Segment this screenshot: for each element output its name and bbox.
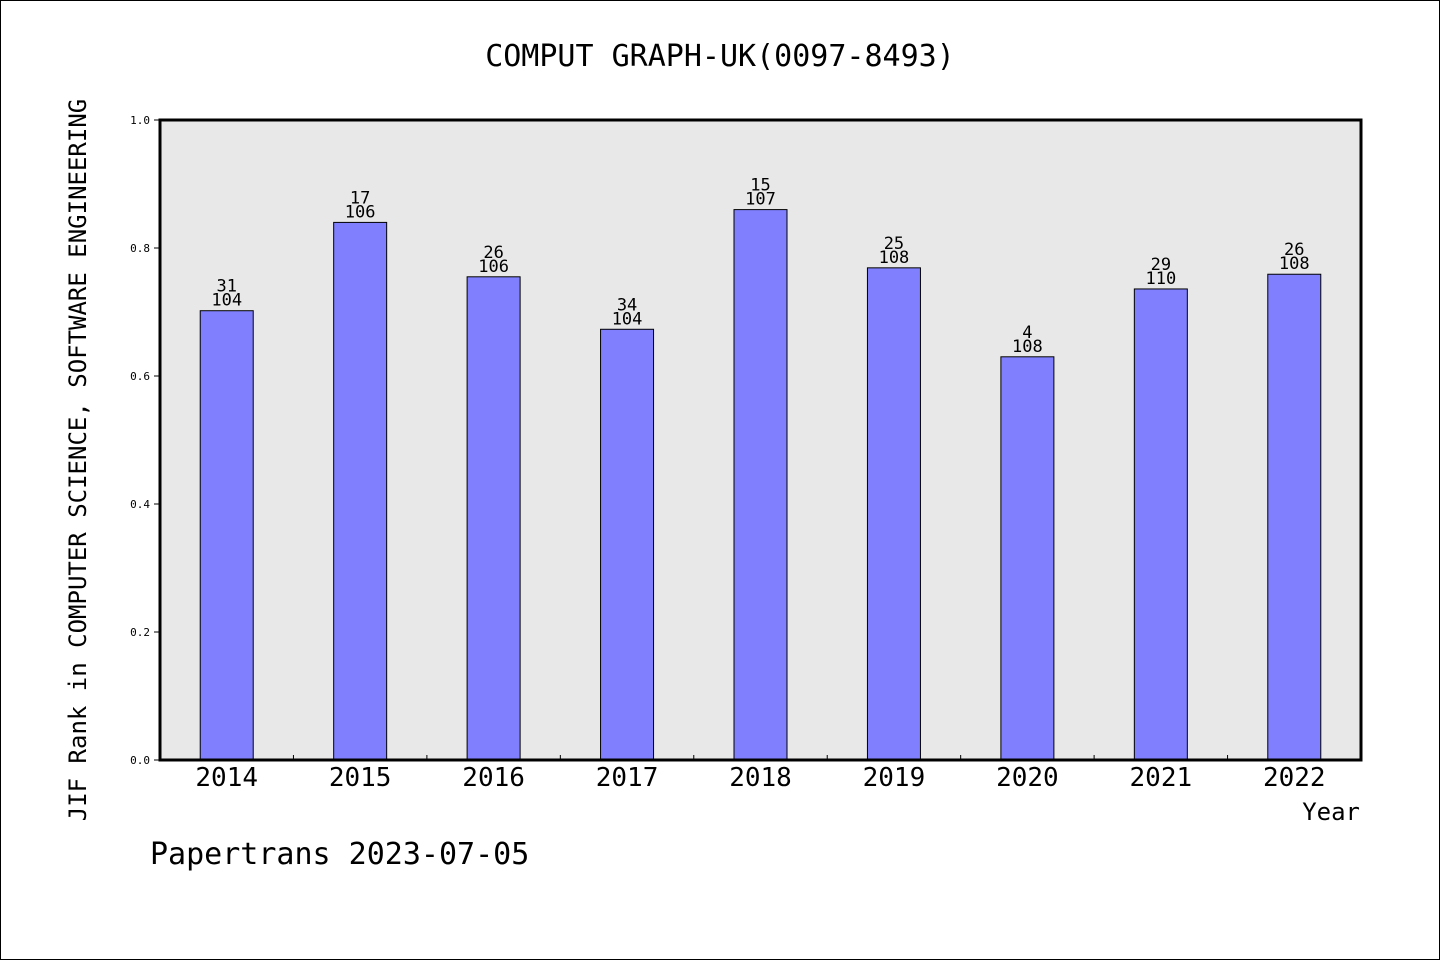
x-tick-label: 2018 <box>729 763 792 793</box>
bar-rank-label: 29 <box>1151 255 1171 275</box>
bar-total-label: 110 <box>1145 269 1176 289</box>
bar <box>866 267 921 761</box>
x-tick-label: 2019 <box>863 763 926 793</box>
chart-title: COMPUT GRAPH-UK(0097-8493) <box>485 39 955 74</box>
footer-credit: Papertrans 2023-07-05 <box>150 837 529 872</box>
bar <box>1000 356 1055 761</box>
bar-rank-label: 31 <box>216 277 236 297</box>
bar <box>466 276 521 761</box>
x-axis-label: Year <box>1302 798 1360 826</box>
bar-total-label: 108 <box>1279 254 1310 274</box>
x-tick-label: 2017 <box>596 763 659 793</box>
x-tick-label: 2014 <box>195 763 258 793</box>
y-tick-label: 0.8 <box>130 242 150 255</box>
y-tick-label: 0.2 <box>130 626 150 639</box>
x-tick-label: 2021 <box>1130 763 1193 793</box>
bar-rank-label: 15 <box>750 176 770 196</box>
bar <box>733 209 788 761</box>
bar-rank-label: 34 <box>617 295 637 315</box>
x-tick-label: 2016 <box>462 763 525 793</box>
bar-rank-label: 17 <box>350 188 370 208</box>
y-tick-label: 0.4 <box>130 498 150 511</box>
bar-rank-label: 26 <box>1284 240 1304 260</box>
bar-rank-label: 26 <box>483 243 503 263</box>
y-axis-label: JIF Rank in COMPUTER SCIENCE, SOFTWARE E… <box>64 99 92 821</box>
y-tick-label: 1.0 <box>130 114 150 127</box>
bar-labels: 3110417106261063410415107251084108291102… <box>211 176 1309 357</box>
x-tick-label: 2015 <box>329 763 392 793</box>
bar-total-label: 108 <box>1012 337 1043 357</box>
bar-rank-label: 25 <box>884 234 904 254</box>
x-tick-label: 2020 <box>996 763 1059 793</box>
y-tick-label: 0.0 <box>130 754 150 767</box>
bar-total-label: 104 <box>612 309 643 329</box>
plot-frame <box>158 118 1363 762</box>
bar <box>199 310 254 761</box>
bar-total-label: 107 <box>745 190 776 210</box>
bar-total-label: 106 <box>478 257 509 277</box>
bar-rank-label: 4 <box>1022 323 1032 343</box>
y-axis: 0.0 0.2 0.4 0.6 0.8 1.0 <box>130 114 160 767</box>
y-tick-label: 0.6 <box>130 370 150 383</box>
bar-series <box>199 209 1322 761</box>
bar <box>1133 288 1188 761</box>
x-tick-label: 2022 <box>1263 763 1326 793</box>
bar <box>600 328 655 761</box>
bar-total-label: 106 <box>345 202 376 222</box>
bar <box>333 221 388 761</box>
x-axis: 2014 2015 2016 2017 2018 2019 2020 2021 2022 <box>195 755 1326 793</box>
bar-total-label: 108 <box>879 248 910 268</box>
bar-total-label: 104 <box>211 291 242 311</box>
bar <box>1267 273 1322 761</box>
